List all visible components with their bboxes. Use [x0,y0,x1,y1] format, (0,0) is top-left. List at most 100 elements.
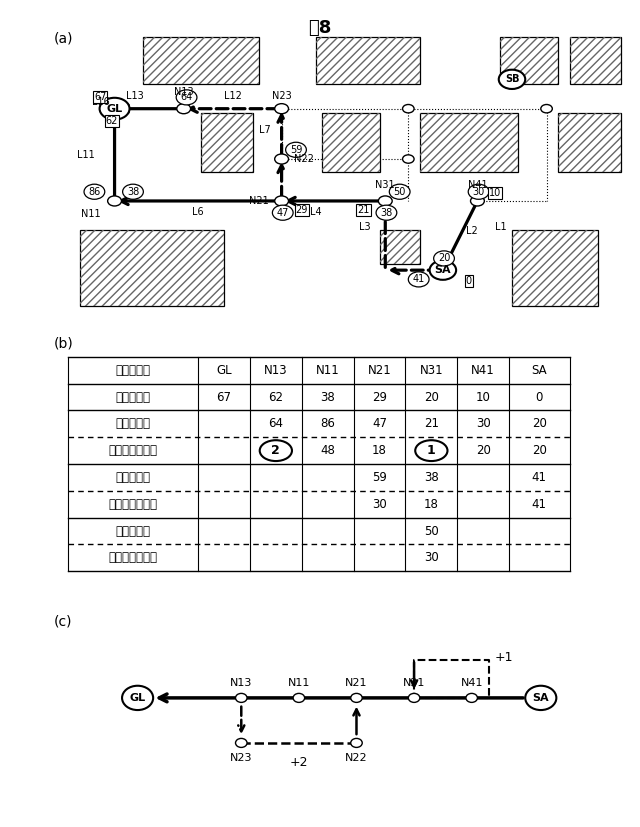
Text: 86: 86 [320,418,335,430]
Text: 64: 64 [268,418,284,430]
Circle shape [275,154,289,164]
Text: 50: 50 [394,187,406,197]
Text: N31: N31 [376,179,395,189]
Text: 67: 67 [216,390,232,404]
Text: 29: 29 [372,390,387,404]
Text: 10: 10 [488,189,501,198]
Text: (b): (b) [54,337,74,351]
Text: N21: N21 [345,678,368,688]
Text: 62: 62 [106,117,118,127]
Text: 47: 47 [276,208,289,218]
Polygon shape [500,37,558,84]
Text: 59: 59 [372,471,387,484]
Text: 30: 30 [476,418,491,430]
Circle shape [378,196,392,206]
Polygon shape [201,113,253,172]
Circle shape [434,251,454,266]
Polygon shape [512,231,598,306]
Circle shape [408,272,429,287]
Text: 経路別コスト差: 経路別コスト差 [109,444,158,457]
Polygon shape [80,231,224,306]
Circle shape [376,205,397,220]
Text: 38: 38 [127,187,139,197]
Text: 30: 30 [372,498,387,511]
Text: (a): (a) [54,31,74,45]
Text: 0: 0 [466,275,472,285]
Text: +1: +1 [495,651,513,664]
Text: 20: 20 [532,444,547,457]
Text: 30: 30 [424,552,439,564]
Text: L2: L2 [466,227,477,237]
Circle shape [177,103,191,114]
Circle shape [525,686,556,710]
Text: 21: 21 [424,418,439,430]
Text: L4: L4 [310,208,322,218]
Circle shape [403,104,414,113]
Text: +2: +2 [290,757,308,769]
Text: 41: 41 [413,275,425,284]
Text: L11: L11 [77,150,95,160]
Text: N41: N41 [460,678,483,688]
Circle shape [123,184,143,199]
Circle shape [389,184,410,199]
Text: N31: N31 [420,364,443,377]
Circle shape [260,440,292,461]
Circle shape [541,104,552,113]
Text: N23: N23 [272,91,291,101]
Text: 0: 0 [536,390,543,404]
Circle shape [408,693,420,702]
Circle shape [429,261,456,280]
Circle shape [351,693,362,702]
Text: N31: N31 [403,678,425,688]
Text: L7: L7 [259,125,271,135]
Text: N13: N13 [230,678,252,688]
Text: 2: 2 [271,444,280,457]
Text: GL: GL [129,693,146,703]
Text: L16: L16 [92,97,110,107]
Text: L3: L3 [359,222,371,232]
Text: 38: 38 [320,390,335,404]
Text: L13: L13 [125,91,143,101]
Text: 10: 10 [476,390,491,404]
Text: 47: 47 [372,418,387,430]
Circle shape [275,196,289,206]
Circle shape [470,196,484,206]
Circle shape [236,693,247,702]
Text: 86: 86 [88,187,100,197]
Text: 負けラベル: 負けラベル [116,418,151,430]
Text: 負けラベル: 負けラベル [116,524,151,538]
Text: 20: 20 [476,444,491,457]
Polygon shape [316,37,420,84]
Text: N22: N22 [294,154,314,164]
Text: 確定ラベル: 確定ラベル [116,390,151,404]
Text: 20: 20 [424,390,439,404]
Circle shape [122,686,153,710]
Text: 18: 18 [424,498,439,511]
Text: 41: 41 [532,498,547,511]
Text: 1: 1 [427,444,436,457]
Text: 29: 29 [296,205,308,215]
Text: 48: 48 [320,444,335,457]
Text: 図8: 図8 [308,19,332,37]
Text: L1: L1 [495,222,506,232]
Text: SA: SA [435,265,451,275]
Circle shape [108,196,122,206]
Text: 64: 64 [180,93,193,103]
Text: N41: N41 [468,179,487,189]
Circle shape [100,98,129,120]
Text: 20: 20 [532,418,547,430]
Text: N22: N22 [345,753,368,762]
Text: 62: 62 [268,390,284,404]
Text: 38: 38 [380,208,392,218]
Text: 38: 38 [424,471,439,484]
Text: 59: 59 [290,145,302,155]
Text: L6: L6 [192,208,204,218]
Circle shape [275,103,289,114]
Circle shape [351,739,362,748]
Text: 負けラベル: 負けラベル [116,471,151,484]
Text: 21: 21 [357,205,369,215]
Text: 最適ノード: 最適ノード [116,364,151,377]
Text: N11: N11 [81,208,100,218]
Text: N13: N13 [174,88,193,98]
Text: 経路別コスト差: 経路別コスト差 [109,498,158,511]
